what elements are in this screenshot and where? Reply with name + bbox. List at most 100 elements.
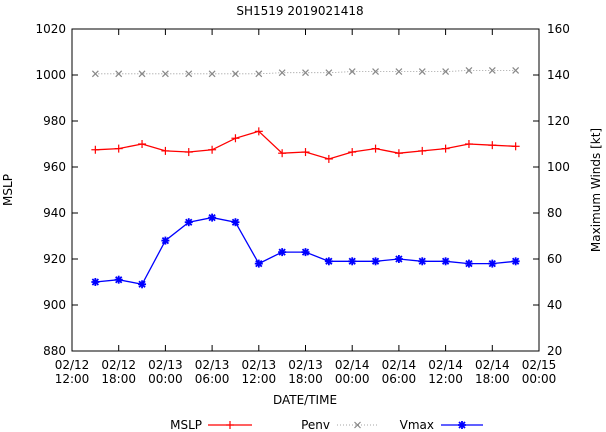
x-tick-label-time: 00:00 (335, 372, 370, 386)
data-point-mslp (278, 149, 287, 158)
x-tick-label-time: 18:00 (475, 372, 510, 386)
data-point-vmax (418, 257, 427, 266)
chart-title: SH1519 2019021418 (236, 4, 363, 18)
data-point-mslp (114, 144, 123, 153)
data-point-vmax (464, 259, 473, 268)
y-tick-label: 940 (43, 206, 66, 220)
data-point-penv (255, 70, 263, 78)
y2-tick-label: 100 (547, 160, 570, 174)
legend: MSLP Penv Vmax (170, 418, 483, 432)
legend-label-mslp: MSLP (170, 418, 202, 432)
data-point-penv (418, 68, 426, 75)
x-tick-label-date: 02/14 (335, 358, 370, 372)
data-point-vmax (301, 248, 310, 257)
data-point-mslp (371, 144, 380, 153)
data-point-penv (395, 68, 403, 75)
data-point-vmax (394, 255, 403, 263)
data-point-vmax (324, 257, 333, 266)
data-point-mslp (441, 144, 450, 153)
y-tick-label: 980 (43, 114, 66, 128)
y-tick-label: 900 (43, 298, 66, 312)
data-point-vmax (371, 257, 380, 266)
y2-tick-label: 40 (547, 298, 562, 312)
data-point-penv (232, 70, 239, 78)
x-tick-label-date: 02/14 (428, 358, 463, 372)
data-point-vmax (511, 257, 520, 266)
data-point-mslp (418, 146, 427, 155)
data-point-vmax (278, 248, 287, 257)
x-tick-label-date: 02/13 (288, 358, 323, 372)
data-point-vmax (488, 259, 497, 268)
x-tick-label-date: 02/14 (475, 358, 510, 372)
data-point-penv (115, 70, 123, 78)
data-point-penv (208, 70, 216, 78)
x-tick-label-date: 02/13 (242, 358, 277, 372)
data-point-vmax (161, 236, 170, 245)
x-tick-label-date: 02/13 (195, 358, 230, 372)
legend-label-vmax: Vmax (400, 418, 434, 432)
x-tick-label-date: 02/12 (55, 358, 90, 372)
x-tick-label-date: 02/15 (522, 358, 557, 372)
data-point-mslp (348, 148, 357, 157)
data-point-mslp (184, 148, 193, 157)
data-point-vmax (254, 259, 263, 268)
left-axis: 880 900 920 940 960 980 1000 1020 (35, 22, 78, 358)
data-point-vmax (348, 257, 357, 266)
data-point-mslp (324, 154, 333, 163)
data-point-penv (91, 70, 99, 78)
x-tick-label-time: 06:00 (195, 372, 230, 386)
x-tick-label-time: 00:00 (148, 372, 183, 386)
legend-label-penv: Penv (301, 418, 330, 432)
data-point-penv (302, 69, 309, 77)
data-point-mslp (208, 145, 217, 154)
y-tick-label: 960 (43, 160, 66, 174)
y2-tick-label: 120 (547, 114, 570, 128)
data-point-penv (278, 69, 286, 77)
y2-tick-label: 60 (547, 252, 562, 266)
x-tick-label-time: 12:00 (428, 372, 463, 386)
x-tick-label-date: 02/13 (148, 358, 183, 372)
x-tick-label-time: 06:00 (382, 372, 417, 386)
x-tick-label-time: 18:00 (101, 372, 136, 386)
y2-tick-label: 160 (547, 22, 570, 36)
data-point-vmax (138, 280, 147, 289)
y-axis-label: MSLP (1, 174, 15, 206)
data-point-vmax (208, 213, 217, 222)
series-mslp (91, 127, 520, 163)
plot-frame (71, 28, 540, 352)
y2-axis-label: Maximum Winds [kt] (589, 128, 603, 252)
data-point-penv (185, 70, 193, 78)
y2-tick-label: 80 (547, 206, 562, 220)
data-point-penv (488, 66, 496, 74)
data-point-vmax (231, 218, 240, 227)
x-tick-label-time: 12:00 (242, 372, 277, 386)
series-vmax (91, 213, 520, 289)
y-tick-label: 1020 (35, 22, 66, 36)
legend-marker-vmax (458, 421, 466, 429)
x-axis: 02/1212:0002/1218:0002/1300:0002/1306:00… (55, 29, 557, 386)
series-layer (91, 66, 520, 289)
data-point-penv (348, 68, 356, 75)
data-point-mslp (161, 146, 170, 155)
y-tick-label: 1000 (35, 68, 66, 82)
data-point-penv (465, 66, 473, 74)
data-point-penv (161, 70, 169, 78)
x-tick-label-time: 18:00 (288, 372, 323, 386)
data-point-vmax (91, 278, 100, 286)
data-point-vmax (184, 218, 193, 227)
legend-marker-mslp (226, 421, 234, 429)
x-tick-label-time: 12:00 (55, 372, 90, 386)
x-tick-label-date: 02/14 (382, 358, 417, 372)
data-point-mslp (91, 145, 100, 154)
data-point-vmax (114, 275, 123, 284)
y2-tick-label: 140 (547, 68, 570, 82)
series-penv (91, 66, 520, 78)
data-point-mslp (231, 134, 240, 143)
data-point-penv (325, 69, 333, 77)
x-axis-label: DATE/TIME (273, 393, 337, 407)
legend-marker-penv (354, 421, 361, 429)
data-point-mslp (488, 141, 497, 150)
y-tick-label: 880 (43, 344, 66, 358)
data-point-vmax (441, 257, 450, 266)
